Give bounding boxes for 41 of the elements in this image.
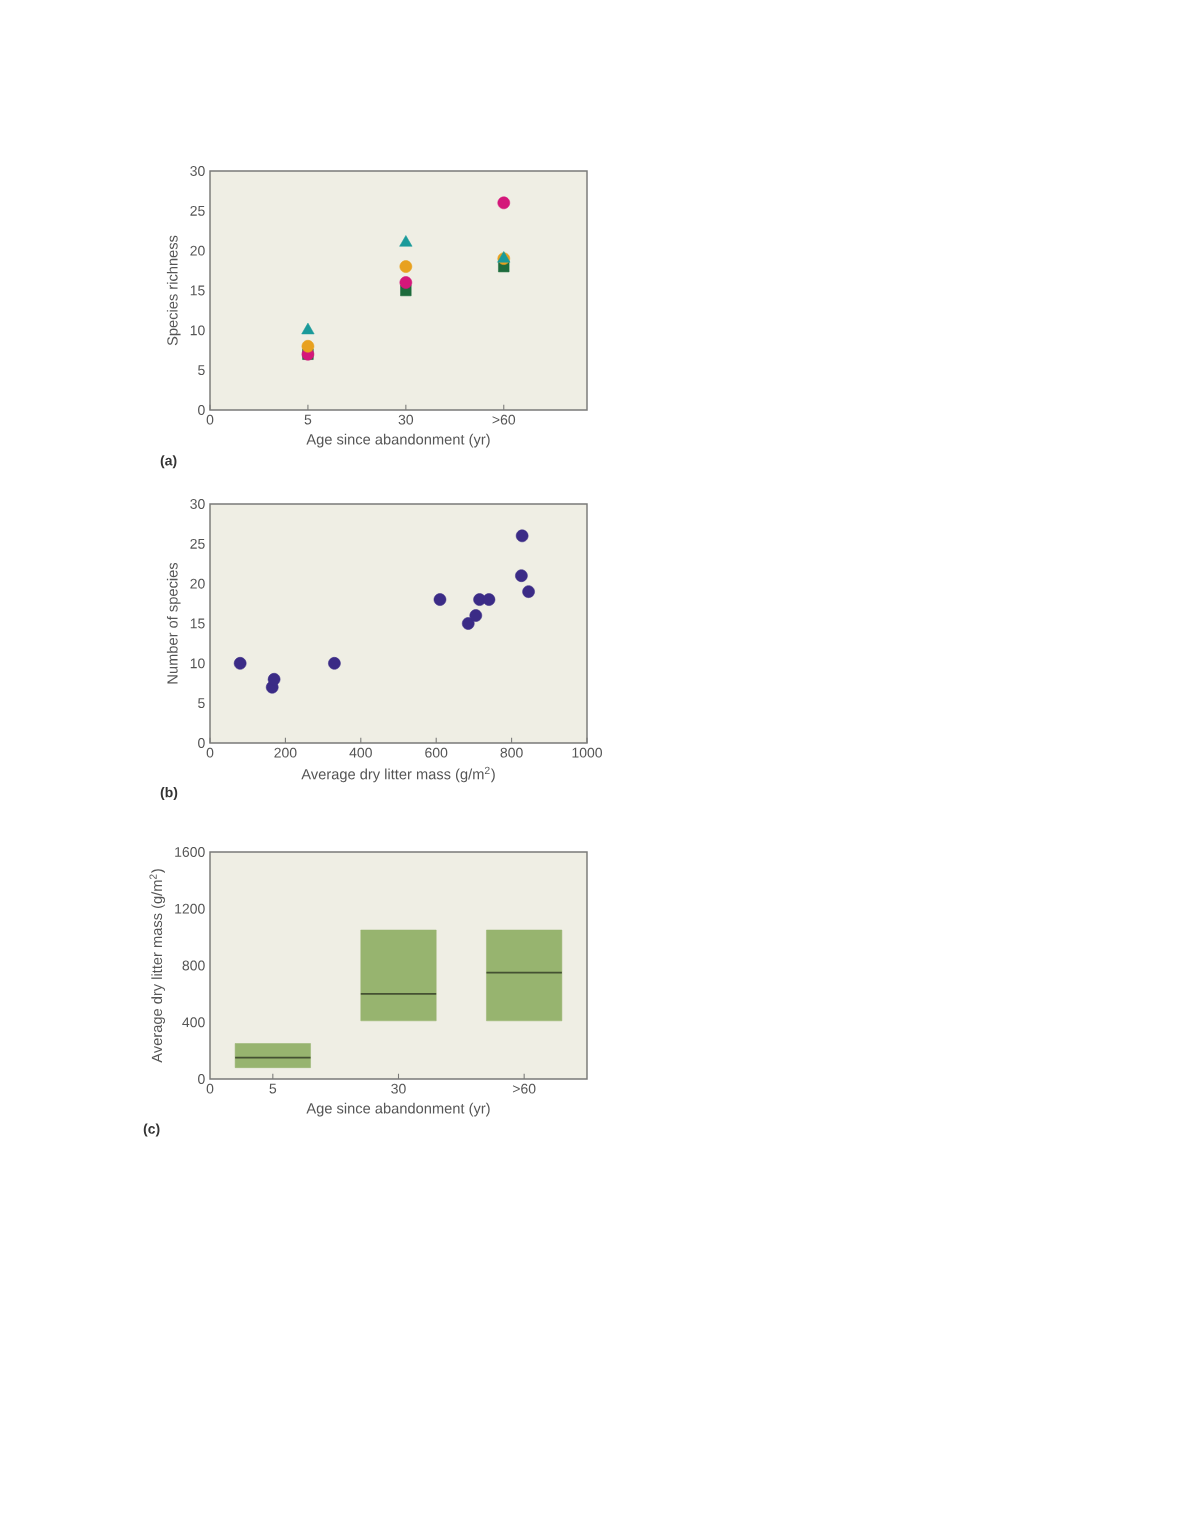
x-tick-label: 0 bbox=[206, 747, 214, 758]
y-tick-label: 30 bbox=[190, 166, 205, 176]
x-tick-label: 200 bbox=[274, 747, 297, 758]
y-axis-title: Average dry litter mass (g/m$^{2}$) bbox=[149, 869, 165, 1063]
y-tick-label: 0 bbox=[198, 405, 205, 415]
y-tick-label: 5 bbox=[198, 698, 205, 709]
y-tick-label: 1600 bbox=[175, 847, 205, 857]
x-tick-label: 800 bbox=[500, 747, 523, 758]
x-axis-title: Age since abandonment (yr) bbox=[306, 433, 490, 448]
y-tick-label: 5 bbox=[198, 365, 205, 376]
x-axis-title: Average dry litter mass (g/m$^{2}$) bbox=[301, 766, 495, 783]
x-tick-label: 5 bbox=[304, 414, 312, 425]
text: (c) bbox=[143, 1123, 160, 1137]
y-tick-label: 20 bbox=[190, 245, 205, 256]
y-tick-label: 0 bbox=[198, 738, 205, 748]
y-tick-label: 25 bbox=[190, 538, 205, 549]
x-tick-label: 1000 bbox=[572, 747, 603, 758]
y-axis-title: Number of species bbox=[166, 562, 181, 684]
y-axis-title: Species richness bbox=[166, 235, 181, 346]
x-tick-label: 400 bbox=[349, 747, 372, 758]
y-tick-label: 400 bbox=[182, 1017, 205, 1028]
y-tick-label: 800 bbox=[182, 960, 205, 971]
y-tick-label: 0 bbox=[198, 1074, 205, 1084]
x-tick-label: 5 bbox=[269, 1083, 277, 1094]
y-tick-label: 10 bbox=[190, 658, 205, 669]
x-tick-label: 30 bbox=[391, 1083, 406, 1094]
y-tick-label: 30 bbox=[190, 499, 205, 509]
x-tick-label: >60 bbox=[512, 1083, 536, 1094]
x-tick-label: 600 bbox=[425, 747, 448, 758]
y-tick-label: 25 bbox=[190, 205, 205, 216]
y-tick-label: 15 bbox=[190, 285, 205, 296]
text: (a) bbox=[160, 455, 177, 469]
x-tick-label: >60 bbox=[492, 414, 516, 425]
text: (b) bbox=[160, 787, 178, 801]
y-tick-label: 10 bbox=[190, 325, 205, 336]
y-tick-label: 15 bbox=[190, 618, 205, 629]
x-tick-label: 30 bbox=[398, 414, 414, 425]
y-tick-label: 20 bbox=[190, 578, 205, 589]
x-axis-title: Age since abandonment (yr) bbox=[306, 1102, 490, 1117]
y-tick-label: 1200 bbox=[175, 903, 205, 914]
x-tick-label: 0 bbox=[206, 414, 214, 425]
